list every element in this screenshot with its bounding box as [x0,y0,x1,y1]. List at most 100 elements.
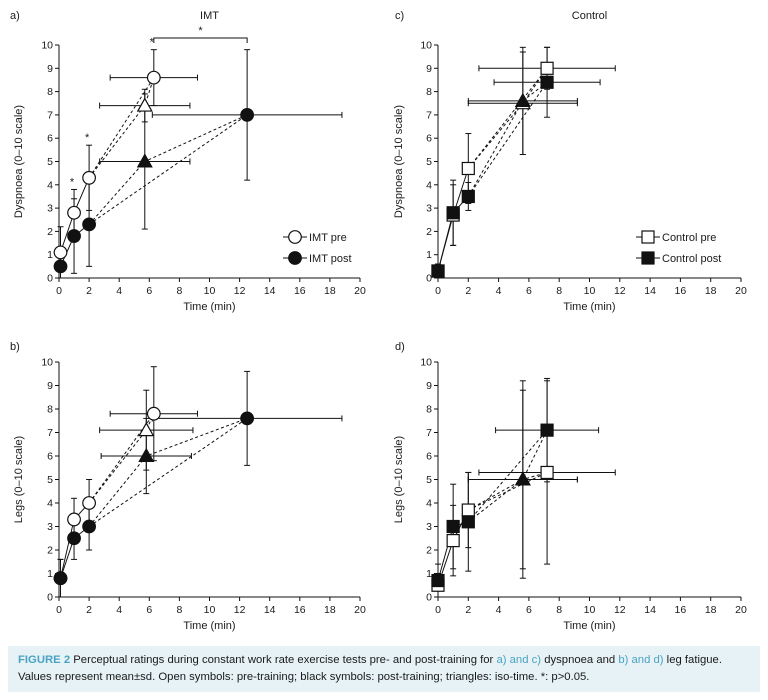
data-point-triangle [136,97,153,112]
y-tick-label: 5 [426,156,432,168]
data-point-square [540,61,554,75]
x-tick-label: 2 [86,285,92,297]
y-tick-label: 10 [41,40,53,52]
panel-label: d) [395,341,405,353]
y-tick-label: 1 [47,249,53,261]
y-tick-label: 6 [426,451,432,463]
data-point-triangle [136,153,153,168]
y-tick-label: 5 [47,156,53,168]
figure-caption: FIGURE 2 Perceptual ratings during const… [8,646,760,692]
caption-text-3: leg fatigue. Values represent mean±sd. O… [18,654,722,683]
data-point-circle [82,217,96,232]
caption-ref-2: b) and d) [618,654,664,666]
x-tick-label: 16 [294,285,306,297]
panel-label: b) [10,341,20,353]
y-tick-label: 0 [426,592,432,604]
y-tick-label: 3 [426,203,432,215]
legend-marker [641,230,655,244]
y-tick-label: 7 [47,427,53,439]
x-tick-label: 14 [264,604,276,616]
significance-marker: * [70,176,75,188]
x-tick-label: 12 [234,604,246,616]
x-tick-label: 6 [526,285,532,297]
y-tick-label: 0 [47,592,53,604]
data-point-triangle [138,421,155,437]
y-tick-label: 3 [426,521,432,533]
series-line-dashed [467,81,548,197]
y-tick-label: 8 [426,86,432,98]
series-line-dashed [467,67,548,169]
x-tick-label: 0 [56,604,62,616]
y-tick-label: 3 [47,203,53,215]
x-tick-label: 10 [584,604,596,616]
series-line-dashed [88,417,248,527]
x-tick-label: 8 [556,285,562,297]
y-tick-label: 1 [426,568,432,580]
data-point-square [431,264,445,278]
series-line-dashed [468,471,548,511]
y-tick-label: 6 [47,451,53,463]
x-tick-label: 0 [435,604,441,616]
y-tick-label: 9 [47,63,53,75]
y-tick-label: 7 [47,109,53,121]
x-tick-label: 2 [86,604,92,616]
y-tick-label: 7 [426,109,432,121]
x-tick-label: 6 [526,604,532,616]
data-point-circle [240,411,255,426]
x-tick-label: 2 [465,604,471,616]
legend-marker [641,251,655,265]
legend-label: Control pre [662,232,716,244]
significance-marker: * [85,132,90,144]
x-tick-label: 4 [116,604,122,616]
y-tick-label: 1 [426,249,432,261]
x-tick-label: 4 [116,285,122,297]
legend-label: IMT pre [309,232,347,244]
x-tick-label: 14 [644,285,656,297]
panel-label: c) [395,10,404,22]
x-tick-label: 0 [56,285,62,297]
x-tick-label: 10 [204,604,216,616]
y-tick-label: 4 [47,498,53,510]
x-tick-label: 18 [324,285,336,297]
x-tick-label: 10 [584,285,596,297]
iso-time-line [467,429,548,523]
y-axis-label: Legs (0–10 scale) [13,436,25,523]
y-tick-label: 4 [426,179,432,191]
x-axis-label: Time (min) [183,301,235,313]
y-tick-label: 4 [47,179,53,191]
x-tick-label: 14 [264,285,276,297]
data-point-circle [53,571,68,586]
y-tick-label: 9 [426,63,432,75]
x-tick-label: 20 [735,285,747,297]
significance-marker: * [150,37,155,49]
panel-label: a) [10,10,20,22]
legend-label: IMT post [309,253,352,265]
caption-label: FIGURE 2 [18,654,71,666]
series-line-dashed [88,413,155,504]
x-tick-label: 8 [176,285,182,297]
x-tick-label: 6 [146,604,152,616]
x-axis-label: Time (min) [183,620,235,632]
y-axis-label: Dyspnoea (0–10 scale) [393,105,405,218]
y-tick-label: 8 [47,404,53,416]
x-tick-label: 4 [496,604,502,616]
data-point-triangle [514,471,531,486]
x-axis-label: Time (min) [563,620,615,632]
data-point-circle [82,496,96,510]
legend-marker [288,251,302,265]
y-tick-label: 5 [47,474,53,486]
data-point-circle [67,512,81,527]
data-point-square [540,75,554,89]
y-tick-label: 2 [426,545,432,557]
legend-marker [288,230,302,244]
x-tick-label: 12 [614,604,626,616]
x-tick-label: 18 [705,604,717,616]
x-tick-label: 18 [324,604,336,616]
data-point-circle [146,70,161,85]
y-tick-label: 0 [426,273,432,285]
data-point-circle [82,170,96,185]
